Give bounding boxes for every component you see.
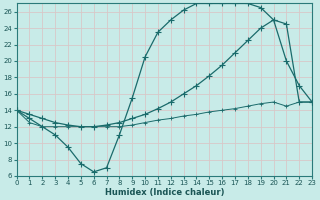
- X-axis label: Humidex (Indice chaleur): Humidex (Indice chaleur): [105, 188, 224, 197]
